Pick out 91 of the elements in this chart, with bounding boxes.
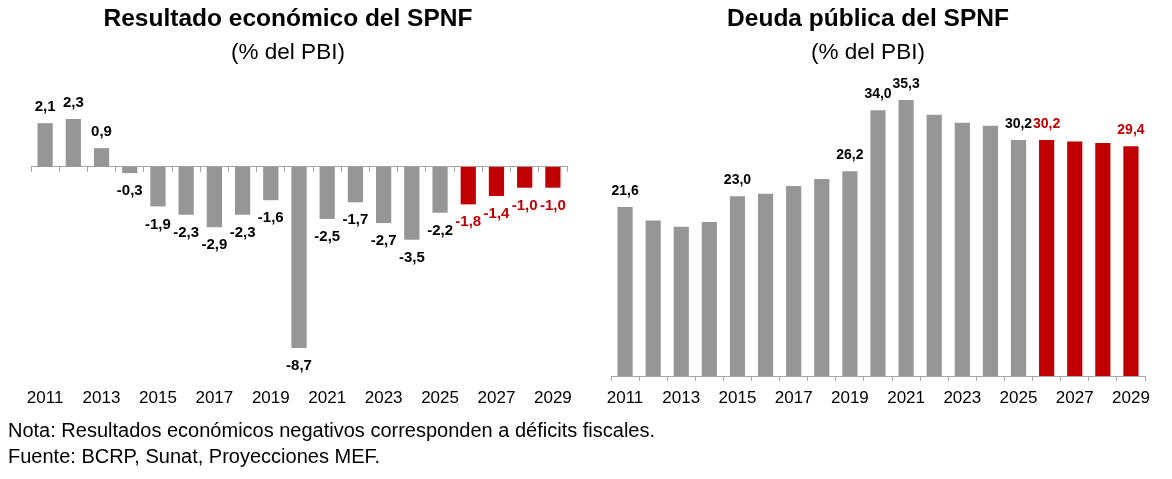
bar [982,125,999,376]
data-label: 29,4 [1117,120,1145,137]
bar [517,166,533,188]
bar [404,166,420,240]
bar [545,166,561,188]
data-label: 2,3 [62,93,84,111]
bar [898,100,914,376]
chart-title: Deuda pública del SPNF [726,4,1010,32]
bar [926,114,942,376]
bar [954,122,970,376]
data-label: 21,6 [611,181,639,198]
bar [263,166,279,201]
data-label: 30,2 [1004,114,1033,131]
x-tick-label: 2017 [195,387,234,407]
chart-subtitle: (% del PBI) [810,39,926,65]
data-label: 26,2 [836,146,864,163]
x-tick-label: 2019 [251,387,290,407]
bar [37,123,53,167]
data-label: -2,2 [427,220,453,238]
bar [842,171,858,376]
data-label: 35,3 [892,74,920,91]
x-tick-label: 2011 [26,387,64,407]
x-tick-label: 2023 [364,387,403,407]
x-tick-label: 2013 [662,387,701,407]
data-label: 30,2 [1033,114,1061,131]
data-label: -1,0 [511,195,538,213]
data-label: -3,5 [398,247,425,265]
bar [150,166,166,207]
data-label: 23,0 [723,171,752,188]
bar [814,178,830,376]
data-label: -8,7 [286,356,312,374]
x-tick-label: 2023 [943,387,982,407]
data-label: -1,9 [145,214,171,232]
bar [460,166,476,205]
bar [870,110,886,376]
x-tick-label: 2021 [308,387,347,407]
bar [65,119,81,167]
x-tick-label: 2015 [139,387,177,407]
chart-title: Resultado económico del SPNF [102,4,474,32]
bar [1095,143,1111,376]
data-label: -2,9 [201,235,228,253]
bar [673,226,689,376]
data-label: -2,5 [314,227,341,245]
data-label: -0,3 [116,181,143,199]
bar [376,166,392,224]
x-tick-label: 2019 [830,387,869,407]
bar [1010,139,1027,376]
bar [291,166,307,348]
x-tick-label: 2029 [1112,387,1150,407]
bar [729,196,746,376]
text: Nota: Resultados económicos negativos corresponden a déficits fiscales. [8,418,656,443]
x-tick-label: 2015 [718,387,757,407]
x-tick-label: 2029 [533,387,572,407]
data-label: -2,7 [370,231,397,249]
bar [347,166,364,203]
x-tick-label: 2021 [887,387,926,407]
bar [645,220,661,376]
x-tick-label: 2027 [1055,387,1094,407]
x-tick-label: 2025 [421,387,459,407]
data-label: -2,3 [173,222,200,240]
x-tick-label: 2013 [82,387,121,407]
bar [178,166,194,215]
bar [488,166,505,197]
bar [1039,139,1055,376]
bar [206,166,222,228]
data-label: -1,0 [539,195,566,213]
bar [701,221,717,376]
bar [1067,141,1083,376]
x-tick-label: 2017 [774,387,813,407]
x-tick-label: 2025 [999,387,1038,407]
data-label: -1,6 [257,208,284,226]
data-label: 2,1 [34,97,56,115]
x-tick-label: 2027 [477,387,516,407]
source-note: Fuente: BCRP, Sunat, Proyecciones MEF. [8,444,382,469]
bar [757,193,774,376]
data-label: 0,9 [91,122,112,140]
bar [93,148,110,167]
data-label: -1,8 [455,212,482,230]
bar [617,207,633,376]
data-label: -2,3 [229,222,256,240]
data-label: 34,0 [864,85,892,102]
bar [432,166,448,213]
data-label: -1,4 [483,204,511,222]
bar [319,166,335,219]
x-tick-label: 2011 [606,387,644,407]
bar [122,166,138,174]
chart-subtitle: (% del PBI) [230,39,346,65]
bar [786,186,802,376]
bar [1123,146,1139,376]
bar [234,166,251,215]
data-label: -1,7 [342,210,369,228]
